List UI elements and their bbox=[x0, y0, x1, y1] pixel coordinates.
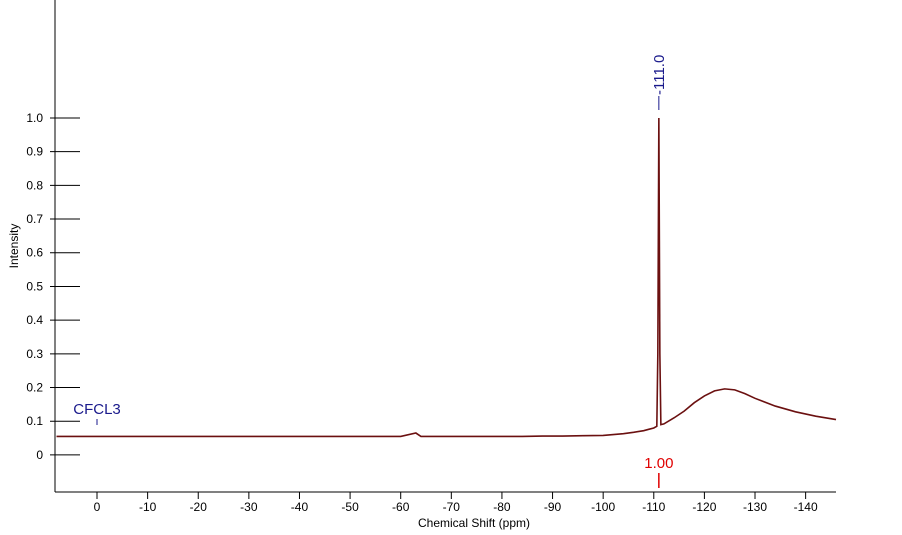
y-tick-label: 0.4 bbox=[26, 313, 43, 327]
y-tick-label: 0.6 bbox=[26, 246, 43, 260]
x-tick-label: -20 bbox=[190, 500, 208, 514]
x-tick-label: -40 bbox=[291, 500, 309, 514]
x-tick-label: -140 bbox=[794, 500, 818, 514]
y-tick-label: 0.8 bbox=[26, 178, 43, 192]
x-tick-label: -130 bbox=[743, 500, 767, 514]
x-tick-label: -70 bbox=[443, 500, 461, 514]
x-tick-label: -60 bbox=[392, 500, 410, 514]
x-tick-label: -80 bbox=[493, 500, 511, 514]
y-tick-label: 0.9 bbox=[26, 145, 43, 159]
x-axis-label: Chemical Shift (ppm) bbox=[418, 516, 530, 530]
y-tick-label: 1.0 bbox=[26, 111, 43, 125]
y-tick-label: 0.7 bbox=[26, 212, 43, 226]
x-tick-label: -50 bbox=[341, 500, 359, 514]
x-tick-label: -120 bbox=[692, 500, 716, 514]
y-axis-label: Intensity bbox=[7, 224, 21, 269]
spectrum-line bbox=[56, 117, 837, 438]
y-tick-label: 0.2 bbox=[26, 381, 43, 395]
x-tick-label: -90 bbox=[544, 500, 562, 514]
reference-label: CFCL3 bbox=[73, 401, 121, 418]
integral-label: 1.00 bbox=[644, 455, 673, 472]
y-tick-label: 0.5 bbox=[26, 279, 43, 293]
x-tick-label: -100 bbox=[591, 500, 615, 514]
x-tick-label: -10 bbox=[139, 500, 157, 514]
y-tick-label: 0.1 bbox=[26, 414, 43, 428]
y-tick-label: 0.3 bbox=[26, 347, 43, 361]
y-tick-label: 0 bbox=[36, 448, 43, 462]
x-tick-label: 0 bbox=[94, 500, 101, 514]
x-tick-label: -110 bbox=[642, 500, 665, 514]
x-tick-label: -30 bbox=[240, 500, 258, 514]
peak-label: -111.0 bbox=[651, 55, 668, 95]
